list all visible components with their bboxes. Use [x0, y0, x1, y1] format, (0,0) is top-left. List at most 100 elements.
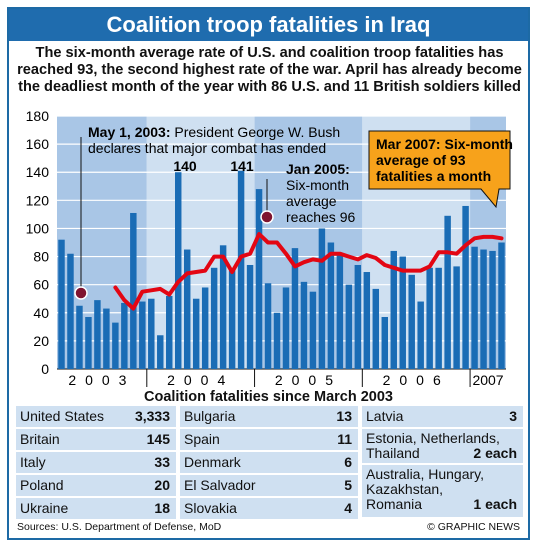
bar: [336, 253, 344, 369]
country-name: Latvia: [366, 408, 404, 424]
y-tick-label: 180: [26, 108, 50, 124]
six-month-average-line: [113, 232, 504, 311]
bar: [112, 322, 119, 369]
country-name: Poland: [20, 477, 64, 493]
average-line: [113, 232, 504, 311]
bar: [444, 215, 451, 369]
country-name: Bulgaria: [184, 408, 236, 424]
bar: [228, 270, 236, 369]
bar: [201, 287, 209, 369]
y-tick-label: 60: [33, 277, 49, 293]
peak-label-nov2004: 141: [230, 158, 254, 174]
table-row: Bulgaria 13: [180, 406, 358, 427]
subtitle: The six-month average rate of U.S. and c…: [17, 45, 522, 95]
table-row: Latvia 3: [362, 406, 523, 427]
fatality-count: 33: [154, 454, 170, 470]
fatality-count: 145: [146, 431, 170, 447]
bars: [58, 170, 505, 369]
fatality-count: 3: [509, 408, 517, 424]
x-tick-label: 2007: [472, 372, 503, 388]
page-title: Coalition troop fatalities in Iraq: [9, 9, 528, 41]
bar: [309, 291, 317, 369]
x-tick-label: 2005: [275, 372, 342, 388]
jan2005-line2: average: [286, 193, 337, 209]
bar: [363, 272, 371, 369]
mar2007-line2: average of 93: [376, 152, 466, 168]
bar: [264, 283, 272, 369]
bar: [85, 316, 92, 369]
bar: [121, 302, 128, 369]
bar: [453, 266, 460, 369]
bar: [67, 253, 74, 369]
bar: [480, 249, 487, 369]
bar: [237, 170, 245, 369]
country-name: Denmark: [184, 454, 241, 470]
bar: [103, 308, 110, 369]
fatality-count: 13: [336, 408, 352, 424]
bar: [148, 298, 155, 369]
country-name: Ukraine: [20, 500, 69, 516]
bar: [76, 305, 83, 369]
may2003-bold: May 1, 2003:: [88, 124, 171, 140]
table-row: Estonia, Netherlands, Thailand 2 each: [362, 429, 523, 463]
bar: [58, 239, 65, 369]
table-row: Poland 20: [16, 475, 176, 496]
y-tick-label: 80: [33, 249, 49, 265]
fatality-count: 1 each: [473, 496, 517, 512]
bar: [399, 256, 406, 369]
y-tick-label: 160: [26, 136, 50, 152]
peak-label-apr2004: 140: [173, 158, 197, 174]
bar: [345, 284, 353, 369]
x-tick-label: 2006: [383, 372, 450, 388]
table-row: El Salvador 5: [180, 475, 358, 496]
y-tick-label: 140: [26, 164, 50, 180]
bar: [318, 228, 326, 369]
bar: [94, 300, 101, 369]
bar: [381, 316, 389, 369]
infographic-frame: Coalition troop fatalities in Iraq The s…: [7, 7, 530, 540]
fatality-count: 11: [337, 431, 352, 447]
bar: [354, 264, 362, 369]
table-row: Britain 145: [16, 429, 176, 450]
country-name: Kazakhstan,: [366, 481, 444, 497]
fatality-count: 6: [344, 454, 352, 470]
y-tick-label: 20: [33, 333, 49, 349]
bar: [174, 172, 182, 369]
bar: [327, 242, 335, 369]
bar: [183, 249, 191, 369]
bar: [300, 281, 308, 369]
bar: [291, 248, 299, 369]
fatality-count: 4: [344, 500, 352, 516]
sources-note: Sources: U.S. Department of Defense, MoD: [17, 521, 222, 533]
country-name: Britain: [20, 431, 60, 447]
bar: [498, 242, 505, 369]
table-row: United States 3,333: [16, 406, 176, 427]
bar: [471, 246, 478, 369]
country-name: Romania: [366, 496, 423, 512]
bar: [435, 267, 442, 369]
bar: [408, 274, 415, 369]
table-row: Italy 33: [16, 452, 176, 473]
fatalities-table: United States 3,333 Britain 145 Italy 33 Polan…: [16, 406, 523, 519]
country-name: United States: [20, 408, 105, 424]
x-tick-label: 2003: [68, 372, 135, 388]
table-title: Coalition fatalities since March 2003: [143, 389, 393, 405]
mar2007-line3: fatalities a month: [376, 168, 491, 184]
x-tick-label: 2004: [167, 372, 234, 388]
country-name: Slovakia: [184, 500, 237, 516]
y-tick-label: 120: [26, 192, 50, 208]
fatality-count: 5: [344, 477, 352, 493]
y-tick-label: 100: [26, 220, 50, 236]
jan2005-line3: reaches 96: [286, 209, 355, 225]
jan2005-marker: [260, 210, 274, 224]
y-tick-label: 0: [41, 361, 49, 377]
bar: [219, 245, 227, 369]
year-band-2004: [146, 116, 255, 369]
bar: [417, 301, 424, 369]
bar: [210, 267, 218, 369]
bar: [157, 335, 164, 369]
bar: [166, 295, 173, 369]
fatality-count: 3,333: [134, 408, 170, 424]
country-name: Australia, Hungary,: [366, 466, 485, 482]
